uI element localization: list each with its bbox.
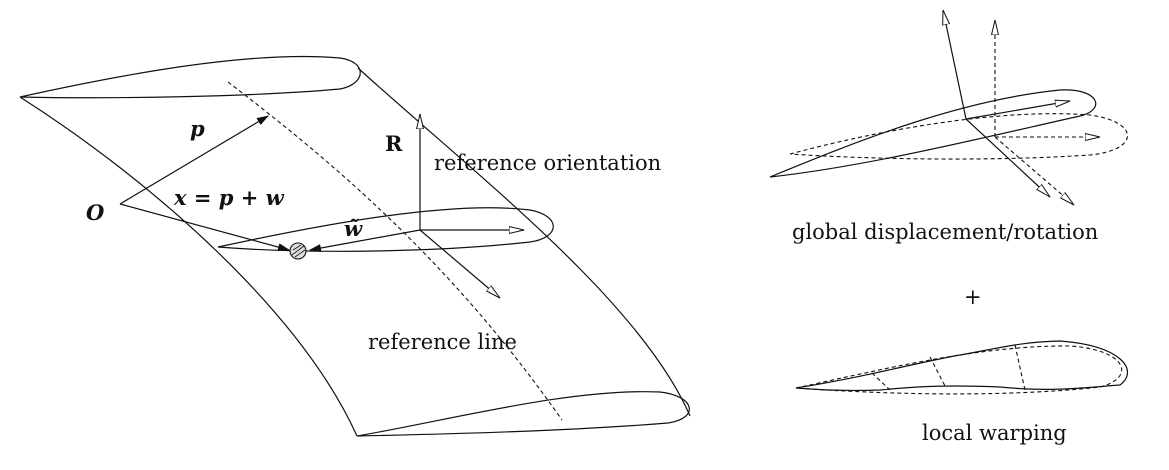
local-warping-figure — [795, 340, 1129, 395]
reference-airfoil-dashed — [795, 345, 1123, 395]
rotated-frame-vertical — [943, 10, 967, 120]
label-p-vector: p — [190, 116, 205, 141]
origin-to-x-line — [119, 203, 290, 251]
origin-to-p-line — [119, 115, 269, 205]
label-w-tilde: w̃ — [344, 216, 363, 241]
leading-edge-line — [19, 96, 358, 437]
position-vectors — [119, 115, 421, 260]
w-tilde-line — [309, 229, 421, 252]
displaced-section — [769, 89, 1097, 178]
reference-frame-depth — [994, 136, 1074, 205]
bottom-airfoil-section — [356, 391, 690, 437]
label-origin: O — [86, 200, 105, 225]
warped-airfoil — [795, 340, 1129, 391]
label-local-warping: local warping — [922, 421, 1067, 445]
label-reference-orientation: reference orientation — [434, 151, 661, 175]
top-airfoil-section — [19, 55, 361, 99]
rotated-frame-horizontal — [965, 101, 1070, 120]
label-global-displacement: global displacement/rotation — [792, 220, 1098, 244]
trailing-edge-line — [357, 67, 691, 417]
global-displacement-figure — [769, 10, 1129, 205]
label-reference-line: reference line — [368, 330, 517, 354]
undeformed-section — [789, 113, 1129, 160]
label-position-equation: x = p + w — [173, 185, 285, 210]
warping-connector-3 — [1014, 344, 1026, 391]
reference-orientation-frame — [419, 114, 524, 299]
label-plus: + — [964, 285, 982, 309]
rotated-frame-depth — [965, 118, 1050, 198]
middle-airfoil-section — [217, 207, 554, 252]
blade-surface — [19, 55, 691, 437]
frame-axis-tangent — [419, 229, 500, 299]
warping-connector-2 — [929, 356, 946, 387]
reference-line-curve — [227, 81, 563, 421]
warping-connector-1 — [871, 372, 891, 391]
label-R: R — [385, 131, 403, 156]
